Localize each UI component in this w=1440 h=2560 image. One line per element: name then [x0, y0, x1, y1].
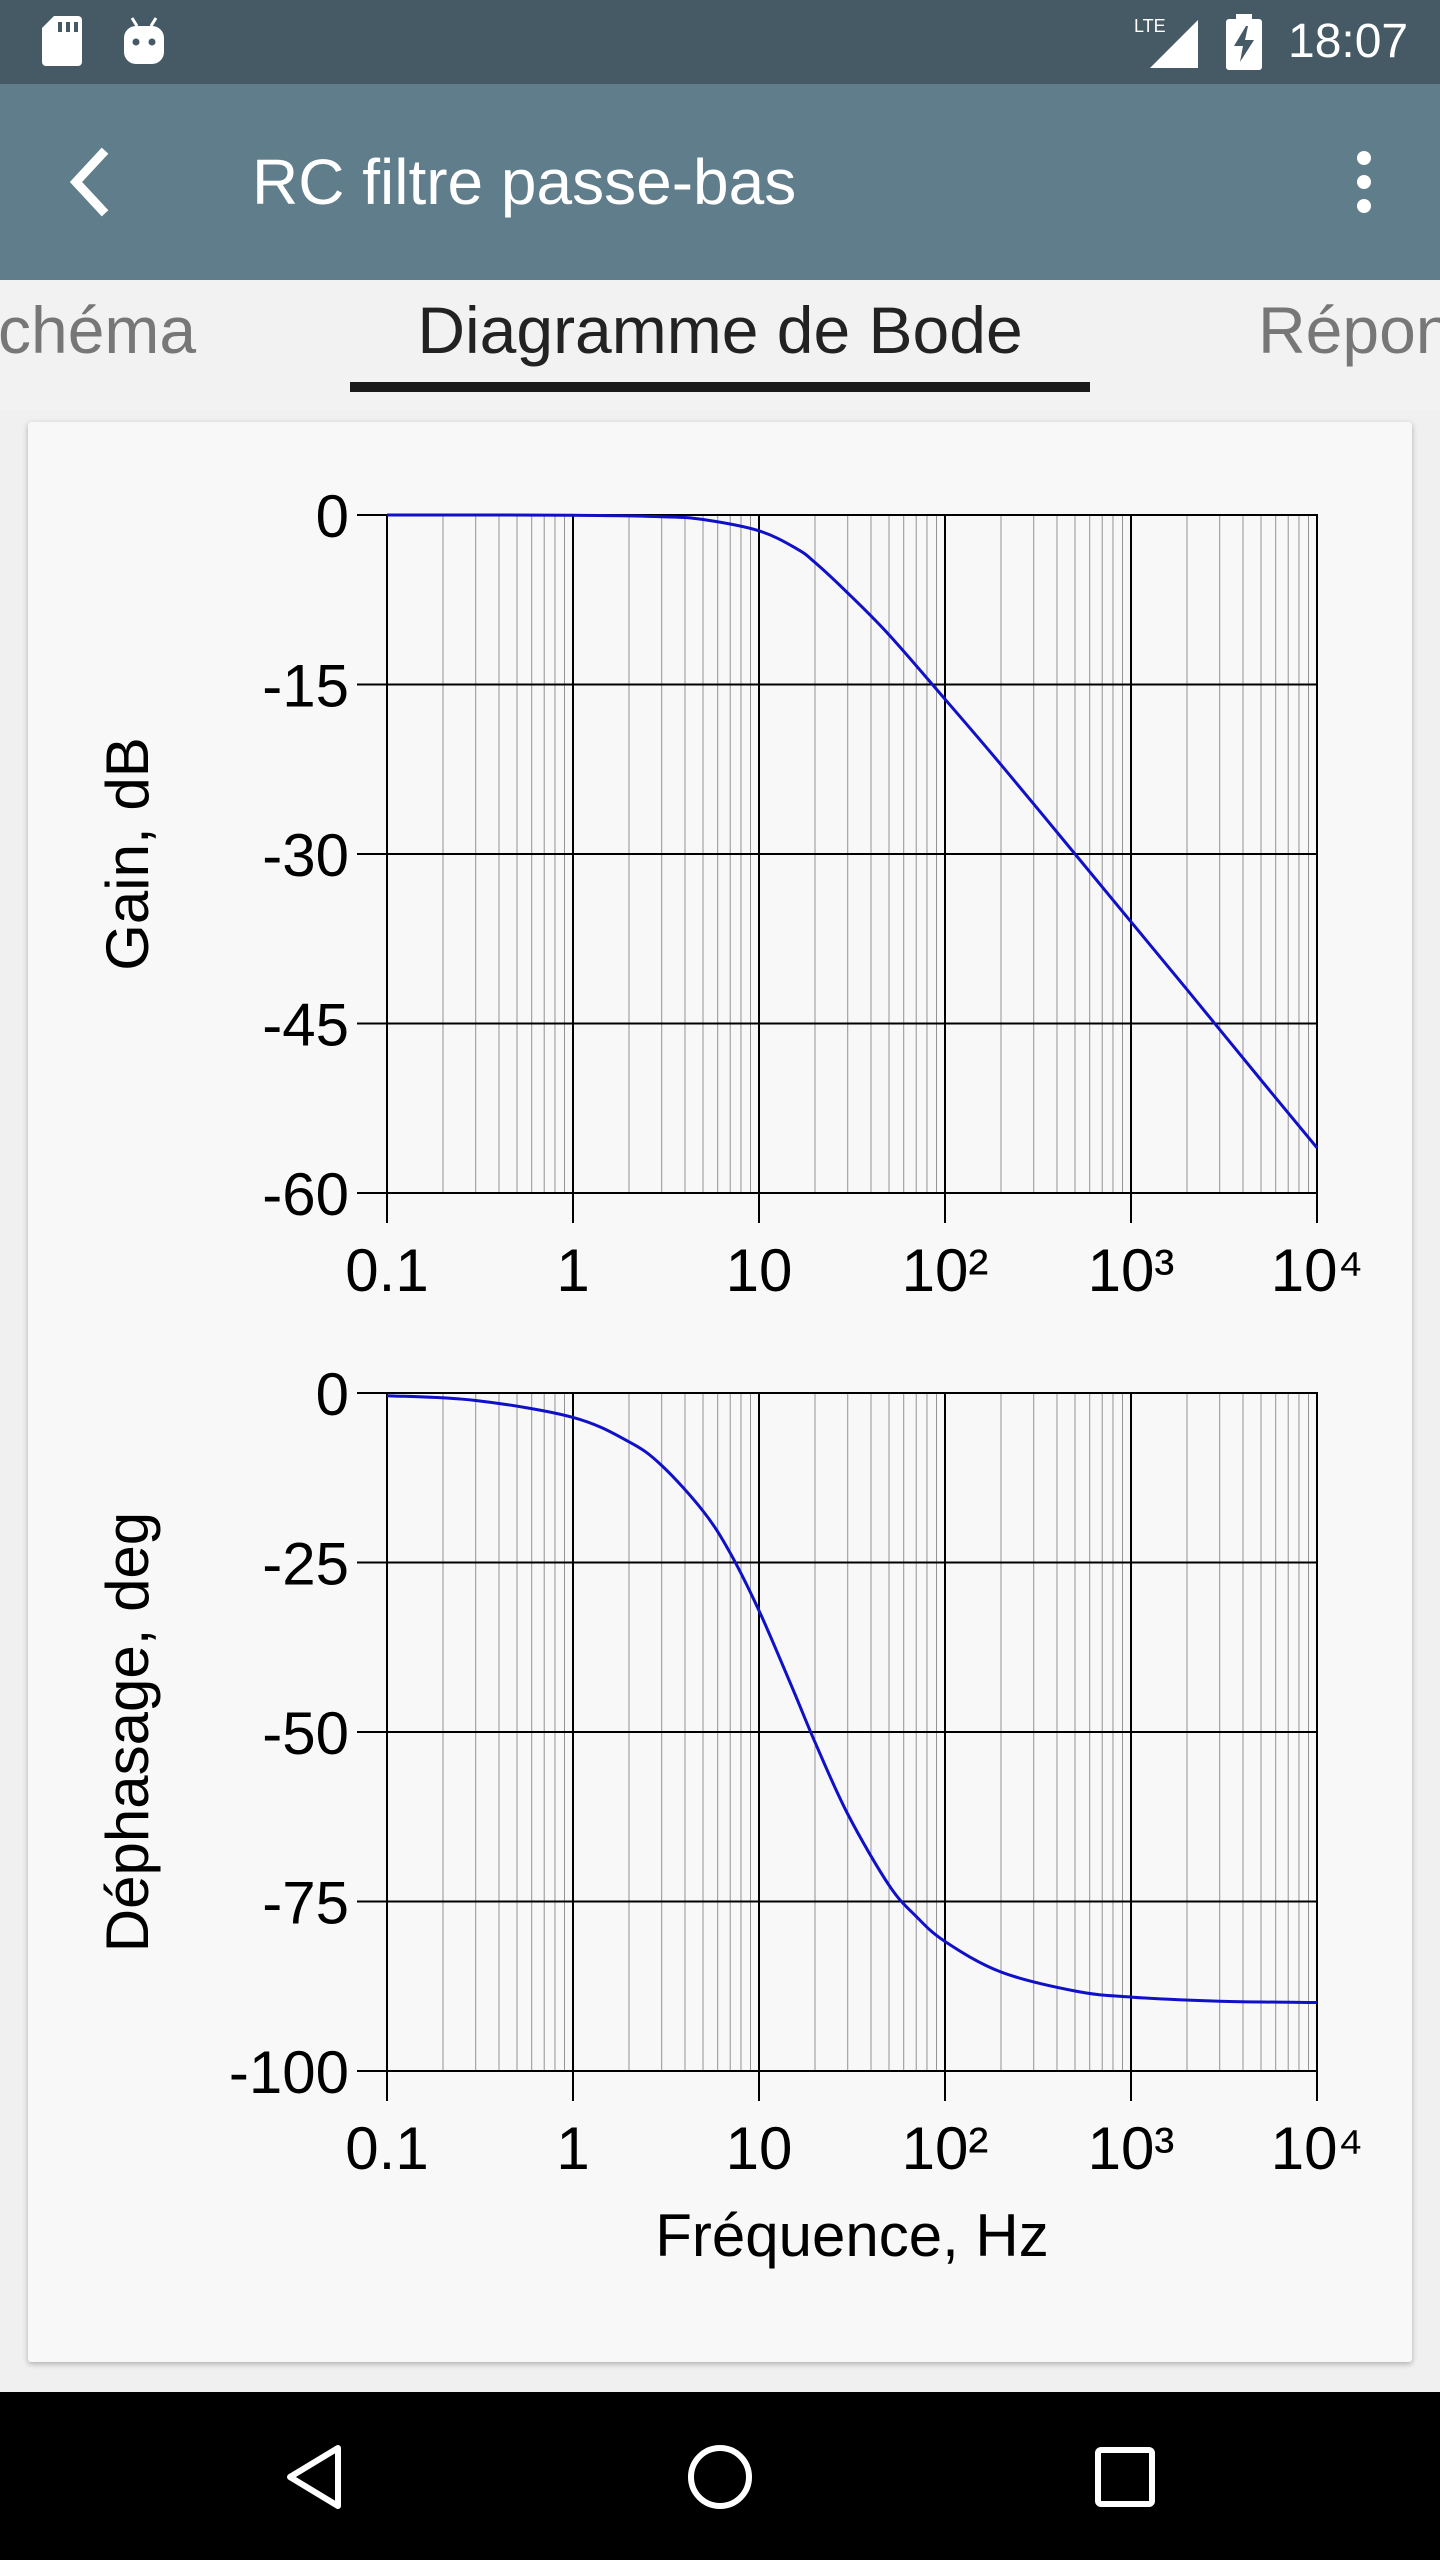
x-tick-label: 10³ [1088, 1237, 1175, 1304]
x-tick-label: 1 [556, 1237, 589, 1304]
x-tick-label: 10 [726, 1237, 793, 1304]
active-tab-indicator [350, 382, 1090, 392]
y-tick-label: 0 [316, 1361, 349, 1428]
gain-curve [386, 513, 1319, 1149]
home-circle-icon[interactable] [675, 2432, 765, 2522]
back-arrow-icon[interactable] [54, 140, 138, 224]
x-tick-label: 1 [556, 2115, 589, 2182]
y-axis-title: Gain, dB [94, 737, 161, 970]
y-tick-label: -45 [262, 992, 349, 1059]
y-tick-label: -75 [262, 1870, 349, 1937]
x-tick-label: 0.1 [345, 2115, 428, 2182]
status-bar: LTE 18:07 [0, 0, 1440, 84]
plot-frame [386, 1392, 1318, 2072]
tab-reponse[interactable]: Réponse [1258, 293, 1440, 367]
tab-bode-diagram[interactable]: Diagramme de Bode [417, 293, 1023, 367]
bode-card: 0.1 1 10 10² 10³ 10⁴ 0 -15 -30 -45 -60 Gain, dB 0.1 1… [28, 422, 1412, 2362]
back-triangle-icon[interactable] [270, 2432, 360, 2522]
x-tick-label: 10⁴ [1271, 2115, 1364, 2182]
x-tick-label: 10² [902, 2115, 989, 2182]
screen-title: RC filtre passe-bas [252, 146, 797, 218]
x-tick-label: 10² [902, 1237, 989, 1304]
network-type-label: LTE [1134, 16, 1166, 36]
app-bar: RC filtre passe-bas [0, 84, 1440, 280]
status-time: 18:07 [1288, 15, 1409, 68]
x-tick-label: 0.1 [345, 1237, 428, 1304]
x-tick-label: 10³ [1088, 2115, 1175, 2182]
y-axis-title: Déphasage, deg [94, 1512, 161, 1952]
y-tick-label: -50 [262, 1700, 349, 1767]
signal-icon: LTE [1134, 16, 1198, 68]
android-debug-icon [124, 17, 164, 64]
tab-bar: Schéma Diagramme de Bode Réponse [0, 280, 1440, 410]
x-axis-title: Fréquence, Hz [655, 2202, 1049, 2269]
sd-card-icon [42, 16, 82, 66]
tab-schema[interactable]: Schéma [0, 293, 197, 367]
y-tick-label: -15 [262, 653, 349, 720]
overflow-menu-icon[interactable] [1336, 140, 1392, 224]
y-tick-label: -60 [262, 1161, 349, 1228]
recents-square-icon[interactable] [1080, 2432, 1170, 2522]
plot-frame [386, 514, 1318, 1194]
x-tick-label: 10 [726, 2115, 793, 2182]
y-tick-label: 0 [316, 483, 349, 550]
y-tick-label: -25 [262, 1531, 349, 1598]
y-tick-label: -30 [262, 822, 349, 889]
x-tick-label: 10⁴ [1271, 1237, 1364, 1304]
phase-curve [386, 1394, 1318, 2004]
y-tick-label: -100 [229, 2039, 349, 2106]
navigation-bar [0, 2392, 1440, 2560]
battery-charging-icon [1226, 14, 1262, 70]
